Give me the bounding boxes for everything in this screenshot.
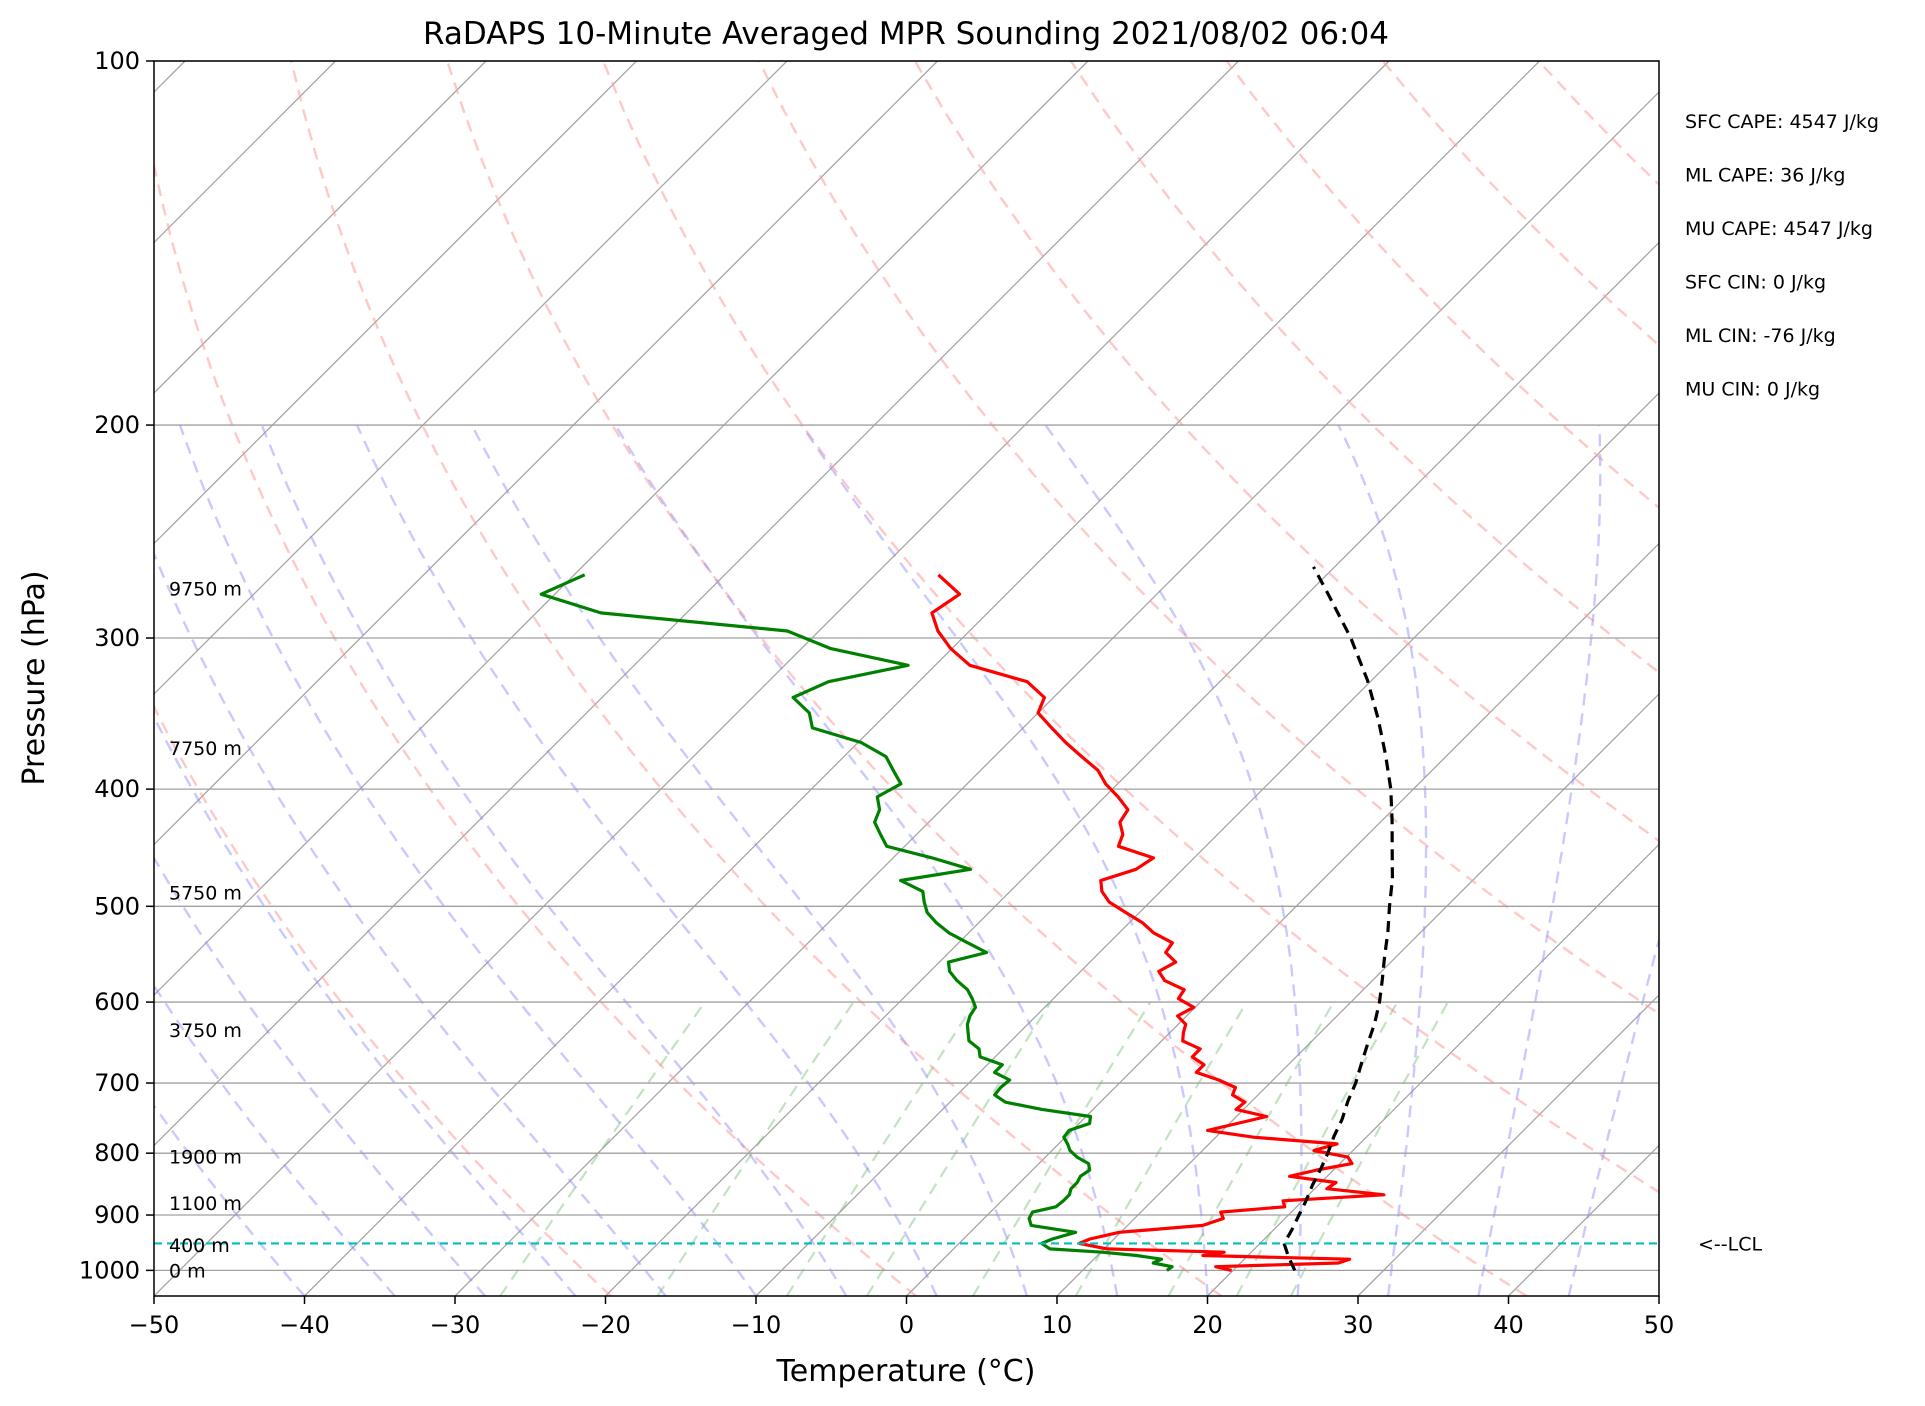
y-tick-label: 800 [94, 1139, 140, 1167]
y-tick-label: 1000 [79, 1256, 140, 1284]
dry-adiabat-line [1381, 61, 1659, 347]
y-tick-label: 200 [94, 411, 140, 439]
height-label: 1900 m [169, 1146, 242, 1168]
x-tick-label: −40 [279, 1311, 330, 1339]
height-label: 1100 m [169, 1193, 242, 1215]
dewpoint-profile [539, 573, 1174, 1272]
moist-adiabat-line [1567, 935, 1659, 1296]
moist-adiabat-line [470, 424, 1029, 1296]
isotherm-line [154, 61, 938, 846]
height-label: 7750 m [169, 738, 242, 760]
mixing-ratio-line [972, 1001, 1152, 1296]
mixing-ratio-line [1074, 1001, 1248, 1296]
dry-adiabat-line [154, 704, 612, 1296]
x-tick-label: 10 [1042, 1311, 1073, 1339]
mixing-ratio-line [656, 1001, 855, 1296]
isotherm-line [154, 61, 1089, 996]
x-tick-label: −10 [731, 1311, 782, 1339]
y-axis: 1000 900 800 700 600 500 400 300 200 100 [79, 47, 154, 1284]
x-tick-label: 0 [899, 1311, 914, 1339]
isotherm-line [755, 392, 1659, 1296]
x-tick-label: 30 [1343, 1311, 1374, 1339]
parcel-profile [1282, 566, 1395, 1272]
mixing-ratio-line [499, 1001, 706, 1296]
x-tick-label: 40 [1493, 1311, 1524, 1339]
temperature-profile [930, 573, 1386, 1272]
x-tick-label: −30 [430, 1311, 481, 1339]
y-tick-label: 600 [94, 988, 140, 1016]
isotherm-line [304, 61, 1540, 1296]
isotherm-line [1658, 1295, 1659, 1296]
isotherm-line [154, 61, 1390, 1296]
x-tick-label: −50 [129, 1311, 180, 1339]
mixing-ratio-line [1167, 1001, 1335, 1296]
isotherm-line [154, 61, 487, 394]
height-label: 9750 m [169, 578, 242, 600]
stat-label: ML CAPE: 36 J/kg [1685, 165, 1845, 187]
isotherm-line [454, 91, 1659, 1296]
mixing-ratio-line [865, 1001, 1052, 1296]
moist-adiabat-line [1044, 424, 1303, 1296]
isotherm-line [1357, 994, 1659, 1296]
x-tick-label: 50 [1644, 1311, 1675, 1339]
height-label: 3750 m [169, 1020, 242, 1042]
stat-label: SFC CIN: 0 J/kg [1685, 272, 1826, 294]
lcl-label: <--LCL [1698, 1233, 1762, 1255]
isotherm-line [1810, 61, 1925, 1296]
y-tick-label: 400 [94, 775, 140, 803]
dry-adiabat-line [1537, 61, 1659, 187]
y-tick-label: 500 [94, 892, 140, 920]
mixing-ratio-line [785, 1001, 977, 1296]
moist-adiabat-line [154, 983, 396, 1296]
dry-adiabat-line [1225, 61, 1659, 510]
x-axis: −50 −40 −30 −20 −10 0 10 20 30 40 50 [129, 1296, 1675, 1339]
stat-label: ML CIN: -76 J/kg [1685, 325, 1836, 347]
x-axis-label: Temperature (°C) [776, 1354, 1036, 1389]
dry-adiabat-line [1069, 61, 1659, 674]
y-tick-label: 100 [94, 47, 140, 75]
height-label: 5750 m [169, 882, 242, 904]
stat-label: SFC CAPE: 4547 J/kg [1685, 111, 1879, 133]
stability-indices: SFC CAPE: 4547 J/kg ML CAPE: 36 J/kg MU CA… [1685, 111, 1879, 401]
isotherm-line [1508, 1144, 1659, 1296]
isotherm-line [1207, 843, 1659, 1296]
y-tick-label: 900 [94, 1201, 140, 1229]
dry-adiabat-line [913, 61, 1659, 843]
height-labels: 0 m 400 m 1100 m 1900 m 3750 m 5750 m 7750 m 97… [169, 578, 242, 1282]
moist-adiabat-line [260, 424, 848, 1296]
height-label: 0 m [169, 1260, 206, 1282]
dry-adiabat-line [1694, 61, 1925, 1296]
x-tick-label: 20 [1192, 1311, 1223, 1339]
plot-frame [153, 60, 1660, 1297]
moist-adiabat-line [154, 714, 577, 1296]
isotherm-line [154, 61, 1239, 1147]
isotherm-line [154, 61, 788, 695]
dry-adiabat-line [601, 61, 1659, 1194]
y-axis-label: Pressure (hPa) [17, 570, 52, 785]
y-tick-label: 700 [94, 1069, 140, 1097]
moist-adiabat-line [1337, 424, 1428, 1296]
sounding-profiles [539, 566, 1395, 1272]
isotherm-line [1056, 693, 1659, 1296]
chart-title: RaDAPS 10-Minute Averaged MPR Sounding 2… [423, 16, 1389, 52]
dry-adiabat-line [757, 61, 1659, 1016]
isotherm-line [906, 542, 1659, 1296]
background-reference-lines [154, 61, 1925, 1296]
moist-adiabat-line [154, 1103, 306, 1296]
y-tick-label: 300 [94, 624, 140, 652]
stat-label: MU CIN: 0 J/kg [1685, 379, 1820, 401]
moist-adiabat-line [614, 424, 1119, 1296]
stat-label: MU CAPE: 4547 J/kg [1685, 218, 1873, 240]
isotherm-line [154, 61, 637, 545]
height-label: 400 m [169, 1235, 230, 1257]
moist-adiabat-line [178, 424, 757, 1296]
isotherm-line [605, 241, 1659, 1296]
moist-adiabat-line [355, 424, 938, 1296]
moist-adiabat-line [154, 855, 487, 1296]
dry-adiabat-line [154, 159, 917, 1296]
dry-adiabat-line [290, 61, 1223, 1296]
x-tick-label: −20 [580, 1311, 631, 1339]
